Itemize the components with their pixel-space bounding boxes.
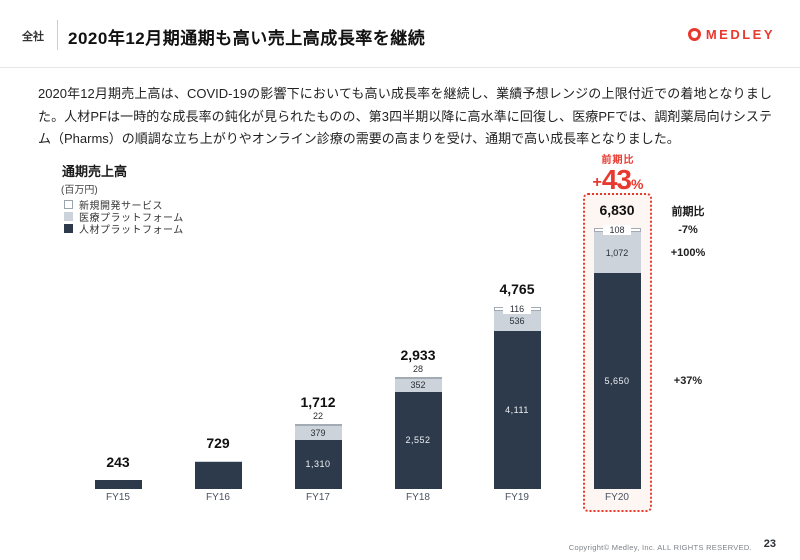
fy20-yoy-callout-value: +43% xyxy=(592,164,644,195)
chart-title: 通期売上高 xyxy=(62,164,128,179)
total-label-fy17: 1,712 xyxy=(300,394,336,410)
new-services-label-fy17: 22 xyxy=(312,411,323,421)
total-label-fy15: 243 xyxy=(106,454,130,470)
category-label-fy18: FY18 xyxy=(406,492,430,503)
fy20-yoy-callout-label: 前期比 xyxy=(601,155,635,166)
fy20-yoy-callout: 前期比 +43% xyxy=(568,151,668,196)
medley-logo-text: MEDLEY xyxy=(705,27,775,42)
bar-fy16 xyxy=(194,461,242,489)
yoy-value-2: +37% xyxy=(673,375,703,387)
chart-legend: 新規開発サービス 医療プラットフォーム 人材プラットフォーム xyxy=(64,199,184,236)
medley-logo: MEDLEY xyxy=(687,27,775,42)
category-label-fy19: FY19 xyxy=(505,492,529,503)
copyright-text: Copyright© Medley, Inc. ALL RIGHTS RESER… xyxy=(568,543,752,552)
legend-item-new-services: 新規開発サービス xyxy=(64,199,184,212)
legend-swatch-medical-platform xyxy=(64,212,73,221)
bar-fy17: 379 1,310 xyxy=(294,424,342,489)
page-number: 23 xyxy=(763,538,776,550)
legend-item-medical-platform: 医療プラットフォーム xyxy=(64,211,184,224)
total-label-fy20: 6,830 xyxy=(599,202,635,218)
category-label-fy16: FY16 xyxy=(206,492,230,503)
bar-fy20: 1,072 5,650 xyxy=(593,228,641,489)
yoy-column-header: 前期比 xyxy=(671,206,705,218)
total-label-fy19: 4,765 xyxy=(499,281,535,297)
legend-swatch-hr-platform xyxy=(64,224,73,233)
category-label-fy20: FY20 xyxy=(605,492,629,503)
category-label-fy17: FY17 xyxy=(306,492,330,503)
legend-label-hr-platform: 人材プラットフォーム xyxy=(79,225,184,236)
bar-fy15 xyxy=(94,480,142,489)
total-label-fy16: 729 xyxy=(206,435,230,451)
header-rule xyxy=(0,67,800,68)
new-services-label-fy18: 28 xyxy=(412,364,423,374)
new-services-label-fy19: 116 xyxy=(503,304,531,314)
bar-fy19: 536 4,111 xyxy=(493,307,541,489)
legend-label-new-services: 新規開発サービス xyxy=(79,201,163,212)
page-title: 2020年12月期通期も高い売上高成長率を継続 xyxy=(68,29,426,48)
summary-paragraph: 2020年12月期売上高は、COVID-19の影響下においても高い成長率を継続し… xyxy=(38,86,772,146)
legend-item-hr-platform: 人材プラットフォーム xyxy=(64,223,184,236)
legend-label-medical-platform: 医療プラットフォーム xyxy=(79,213,184,224)
total-label-fy18: 2,933 xyxy=(400,347,436,363)
legend-swatch-new-services xyxy=(64,200,73,209)
chart-unit: (百万円) xyxy=(61,185,98,196)
new-services-label-fy20: 108 xyxy=(603,225,631,235)
bar-fy18: 352 2,552 xyxy=(394,377,442,489)
yoy-value-1: +100% xyxy=(670,246,706,259)
header-divider xyxy=(57,20,58,50)
yoy-value-0: -7% xyxy=(678,224,698,236)
category-label-fy15: FY15 xyxy=(106,492,130,503)
medley-ring-icon xyxy=(687,28,701,41)
section-tag: 全社 xyxy=(22,31,44,43)
